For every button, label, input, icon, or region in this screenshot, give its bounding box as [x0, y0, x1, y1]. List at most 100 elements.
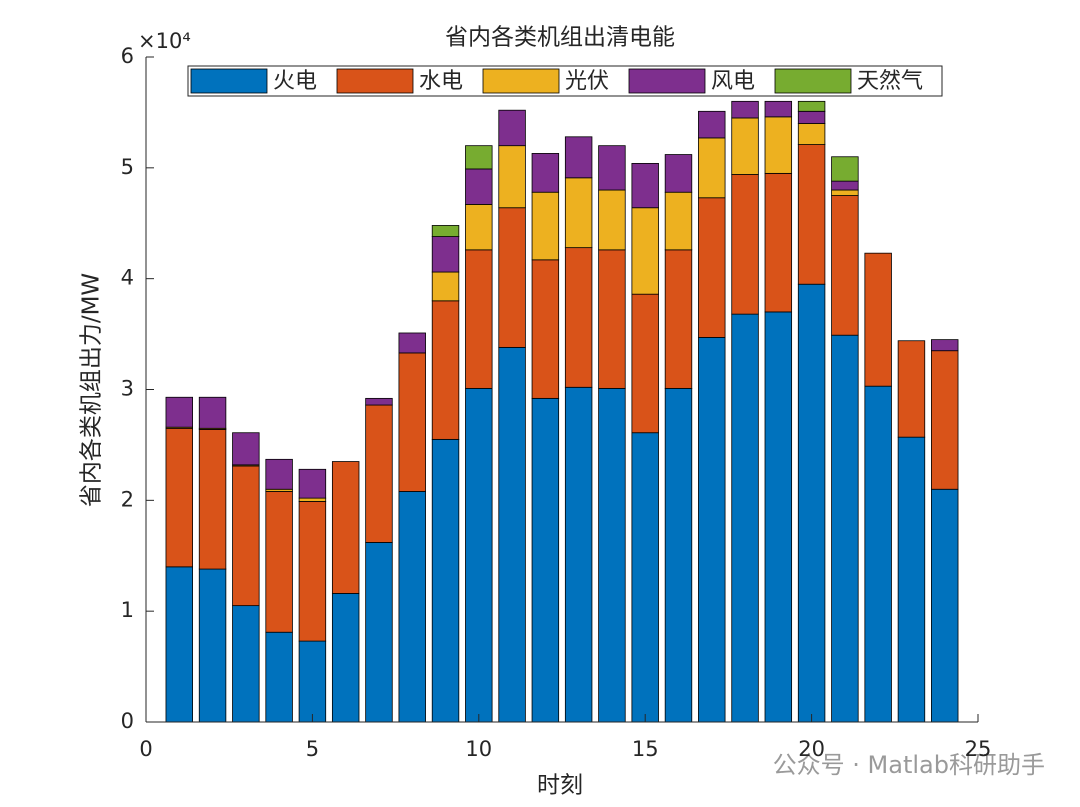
legend-swatch — [190, 68, 268, 94]
bar-segment — [365, 397, 393, 406]
bar-segment — [431, 236, 460, 273]
bar-segment — [232, 605, 260, 723]
x-tick-label: 0 — [139, 737, 152, 761]
bar-segment — [731, 313, 759, 723]
bar-segment — [498, 145, 526, 209]
bar-segment — [698, 337, 726, 723]
bar-segment — [564, 177, 593, 249]
bar-segment — [631, 432, 659, 723]
bar-segment — [398, 332, 426, 354]
bar-segment — [298, 501, 327, 642]
bar-segment — [232, 432, 260, 466]
bar-segment — [465, 204, 493, 251]
bar-segment — [465, 145, 493, 170]
x-tick-label: 15 — [632, 737, 659, 761]
legend-label: 火电 — [273, 69, 317, 94]
bar-segment — [531, 259, 560, 399]
bar-segment — [864, 252, 892, 387]
bar-segment — [465, 387, 493, 723]
bar-segment — [797, 100, 826, 112]
y-exponent: ×10⁴ — [138, 29, 191, 53]
bar-segment — [631, 162, 659, 209]
bar-segment — [465, 168, 493, 205]
bar-segment — [797, 110, 826, 124]
bar-segment — [864, 385, 892, 723]
bar-segment — [764, 116, 793, 174]
bar-segment — [698, 110, 726, 139]
bar-segment — [764, 311, 793, 723]
bar-segment — [531, 153, 560, 193]
bar-segment — [831, 195, 859, 336]
legend-swatch — [336, 68, 414, 94]
bar-segment — [598, 249, 626, 389]
y-tick-label: 1 — [121, 598, 134, 622]
bar-segment — [797, 283, 826, 723]
bar-segment — [265, 458, 293, 490]
bar-segment — [198, 396, 227, 429]
bar-segment — [298, 497, 327, 502]
bar-segment — [531, 397, 560, 723]
bar-segment — [331, 461, 360, 594]
bar-segment — [564, 136, 593, 179]
x-tick-label: 10 — [465, 737, 492, 761]
bar-segment — [698, 137, 726, 199]
bar-segment — [764, 172, 793, 313]
bar-segment — [365, 542, 393, 723]
bar-segment — [365, 404, 393, 543]
bar-segment — [431, 300, 460, 440]
bar-segment — [165, 396, 193, 428]
bar-segment — [831, 334, 859, 723]
y-tick-label: 5 — [121, 155, 134, 179]
bar-segment — [198, 428, 227, 570]
bar-segment — [265, 491, 293, 633]
bar-segment — [498, 346, 526, 723]
bar-segment — [764, 100, 793, 118]
bar-segment — [831, 180, 859, 191]
bar-segment — [731, 117, 759, 175]
x-tick-label: 25 — [965, 737, 992, 761]
watermark: 公众号 · Matlab科研助手 — [773, 751, 1045, 779]
bar-segment — [398, 352, 426, 492]
bar-segment — [831, 156, 859, 182]
bar-segment — [931, 350, 959, 490]
bar-segment — [664, 191, 693, 251]
bar-segment — [531, 191, 560, 261]
bar-segment — [498, 207, 526, 348]
bar-segment — [598, 189, 626, 251]
bar-segment — [731, 174, 759, 315]
y-tick-label: 2 — [121, 487, 134, 511]
x-tick-label: 20 — [798, 737, 825, 761]
bar-segment — [431, 271, 460, 302]
y-tick-label: 6 — [121, 44, 134, 68]
legend-swatch — [774, 68, 852, 94]
bar-segment — [731, 100, 759, 119]
bar-segment — [631, 293, 659, 434]
bar-segment — [198, 568, 227, 723]
bar-segment — [797, 123, 826, 145]
bar-segment — [398, 491, 426, 723]
bar-segment — [598, 145, 626, 191]
bar-segment — [698, 197, 726, 338]
chart-title: 省内各类机组出清电能 — [445, 25, 675, 51]
bar-segment — [564, 247, 593, 388]
bar-segment — [298, 468, 327, 499]
bar-segment — [897, 340, 926, 438]
bar-segment — [664, 387, 693, 723]
bar-segment — [265, 631, 293, 723]
legend-label: 水电 — [419, 69, 463, 94]
bar-segment — [797, 144, 826, 285]
bar-segment — [664, 249, 693, 389]
bar-segment — [498, 109, 526, 147]
bar-segment — [631, 207, 659, 295]
bar-segment — [165, 427, 193, 568]
y-tick-label: 0 — [121, 709, 134, 733]
bar-segment — [431, 225, 460, 237]
y-tick-label: 3 — [121, 377, 134, 401]
bar-segment — [165, 566, 193, 723]
legend-label: 光伏 — [565, 69, 609, 94]
bar-segment — [831, 189, 859, 196]
bar-segment — [465, 249, 493, 389]
bar-segment — [897, 436, 926, 723]
bar-segment — [931, 488, 959, 723]
bar-segment — [431, 438, 460, 723]
